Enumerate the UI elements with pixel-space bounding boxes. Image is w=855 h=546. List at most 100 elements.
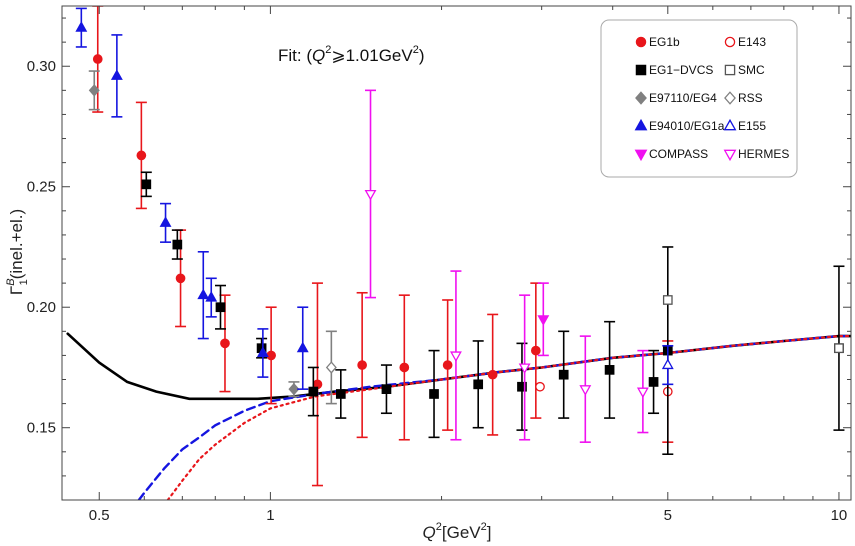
eg1b-point-4	[220, 338, 230, 349]
legend-label-rss: RSS	[738, 91, 763, 105]
e97110-eg4-point-1	[88, 84, 100, 97]
fit-annotation-sup: 2	[325, 44, 331, 56]
legend-marker-e143	[724, 36, 736, 48]
fit-annotation-q: Q	[312, 46, 325, 65]
fit-annotation: Fit: (Q2⩾1.01GeV2)	[278, 44, 425, 65]
smc-point-1	[662, 295, 673, 305]
y-axis-label-rest: (inel.+el.)	[7, 209, 26, 279]
e94010-eg1a-point-3	[159, 216, 172, 227]
legend-marker-hermes	[723, 149, 737, 162]
x-axis-label-rest: [GeV	[442, 523, 481, 542]
rss-point-1	[325, 361, 337, 374]
eg1-dvcs-point-7	[381, 384, 392, 395]
plot-frame	[61, 5, 852, 501]
y-tick-label: 0.30	[27, 58, 56, 75]
eg1b-point-8	[399, 362, 410, 373]
eg1b-point-9	[442, 360, 453, 370]
eg1b-point-10	[487, 369, 498, 380]
fit-annotation-suffix: )	[419, 46, 425, 65]
legend-item-eg1-dvcs: EG1−DVCS	[635, 63, 713, 77]
fit-curves	[66, 332, 851, 500]
y-axis-label-sub: 1	[18, 279, 30, 285]
series-e155	[661, 344, 674, 386]
legend-label-smc: SMC	[738, 63, 765, 77]
eg1-dvcs-point-13	[648, 377, 659, 387]
fit-curve-3	[166, 335, 851, 500]
legend-item-compass: COMPASS	[634, 147, 708, 162]
legend-item-e155: E155	[723, 118, 766, 133]
e155-point-1	[661, 358, 674, 370]
legend-label-hermes: HERMES	[738, 147, 789, 161]
axis-ticks: 0.5 1 5 10 0.15 0.20 0.25 0.30	[27, 6, 851, 524]
eg1-dvcs-point-8	[429, 389, 439, 399]
x-tick-label: 10	[831, 507, 848, 524]
data-points	[75, 6, 845, 487]
legend-marker-e94010-eg1a	[634, 118, 648, 131]
eg1b-point-11	[530, 345, 541, 356]
legend-item-hermes: HERMES	[723, 147, 789, 162]
e94010-eg1a-point-5	[205, 291, 218, 302]
legend-box	[600, 19, 798, 178]
smc-point-2	[834, 343, 844, 354]
eg1b-point-1	[92, 54, 103, 64]
eg1-dvcs-point-2	[172, 239, 183, 250]
eg1b-point-7	[357, 360, 367, 370]
legend-marker-compass	[634, 149, 648, 162]
y-axis-label-sup: B	[5, 278, 17, 285]
legend-item-e143: E143	[724, 35, 766, 49]
e97110-eg4-point-2	[288, 382, 300, 396]
eg1-dvcs-point-1	[141, 179, 152, 190]
fit-annotation-sup2: 2	[413, 44, 419, 56]
fit-curve-2	[137, 334, 851, 500]
eg1b-point-2	[136, 150, 147, 161]
hermes-point-5	[636, 387, 649, 399]
e94010-eg1a-point-7	[296, 341, 309, 353]
legend-marker-rss	[724, 91, 736, 105]
legend-items: EG1b E143 EG1−DVCS SMC E97110/EG4 RSS E94010/E…	[634, 35, 789, 162]
legend-marker-eg1b	[635, 36, 647, 48]
y-tick-label: 0.20	[27, 299, 56, 316]
x-axis-label-sup: 2	[436, 521, 442, 533]
hermes-point-3	[518, 363, 531, 375]
legend-item-e94010-eg1a: E94010/EG1a	[634, 118, 725, 133]
x-axis-label-sup2: 2	[481, 521, 487, 533]
legend: EG1b E143 EG1−DVCS SMC E97110/EG4 RSS E94010/E…	[600, 19, 798, 178]
x-axis-label: Q2[GeV2]	[423, 521, 492, 542]
series-e143	[535, 340, 674, 443]
fit-annotation-prefix: Fit: (	[278, 46, 312, 65]
series-smc	[662, 295, 844, 354]
series-eg1b	[92, 6, 542, 487]
e94010-eg1a-point-6	[256, 346, 269, 358]
x-tick-label: 0.5	[89, 507, 110, 524]
legend-label-e94010-eg1a: E94010/EG1a	[649, 119, 725, 133]
x-axis-label-end: ]	[487, 523, 492, 542]
legend-item-e97110-eg4: E97110/EG4	[635, 91, 717, 105]
series-compass	[537, 282, 550, 357]
eg1b-point-3	[175, 273, 186, 284]
legend-label-eg1-dvcs: EG1−DVCS	[649, 63, 713, 77]
eg1-dvcs-point-12	[604, 365, 615, 375]
series-rss	[325, 330, 337, 405]
legend-marker-e155	[723, 118, 737, 131]
legend-label-compass: COMPASS	[649, 147, 708, 161]
e94010-eg1a-point-1	[75, 21, 88, 32]
x-tick-label: 1	[266, 507, 274, 524]
fit-curve-1	[66, 332, 851, 401]
series-hermes	[364, 89, 649, 443]
e94010-eg1a-point-2	[110, 69, 123, 80]
legend-label-e97110-eg4: E97110/EG4	[649, 91, 717, 105]
hermes-point-2	[449, 351, 462, 362]
compass-point-1	[537, 315, 550, 326]
e94010-eg1a-point-4	[197, 288, 210, 300]
hermes-point-4	[579, 385, 592, 396]
eg1-dvcs-point-5	[308, 386, 319, 397]
fit-annotation-rest: ⩾1.01GeV	[331, 46, 413, 65]
series-e94010-eg1a	[75, 7, 309, 390]
legend-marker-e97110-eg4	[635, 91, 647, 105]
eg1b-point-5	[266, 350, 276, 361]
x-axis-label-q: Q	[423, 523, 436, 542]
y-tick-label: 0.15	[27, 420, 56, 437]
y-axis-label: ΓB1(inel.+el.)	[5, 209, 30, 295]
y-tick-label: 0.25	[27, 179, 56, 196]
